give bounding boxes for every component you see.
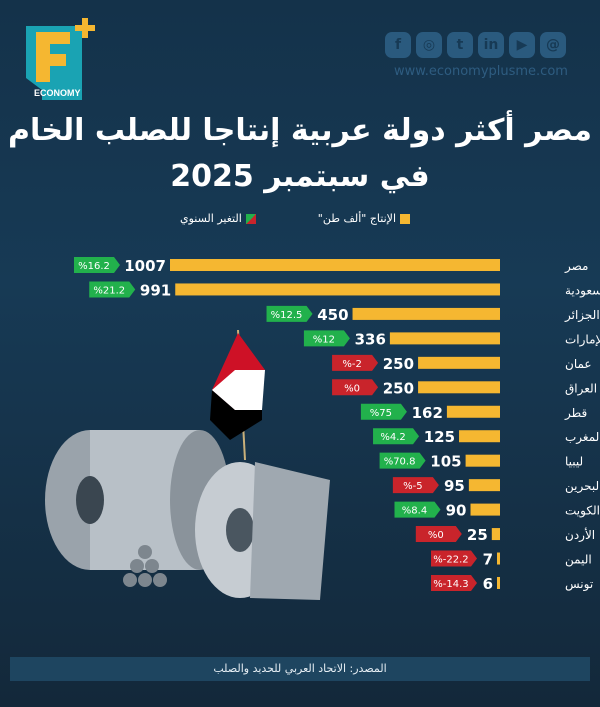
legend: الإنتاج "ألف طن" التغير السنوي — [180, 212, 410, 225]
change-label: %21.2 — [93, 285, 125, 296]
value-label: 450 — [317, 306, 348, 324]
instagram-icon[interactable]: ◎ — [416, 32, 442, 58]
bar — [491, 528, 500, 541]
value-label: 250 — [383, 355, 414, 373]
category-label: تونس — [565, 577, 593, 592]
value-label: 105 — [430, 453, 461, 471]
legend-swatch-production — [400, 213, 410, 224]
title-line-1: مصر أكثر دولة عربية إنتاجا للصلب الخام — [8, 113, 592, 148]
category-label: عمان — [565, 357, 592, 371]
legend-production: الإنتاج "ألف طن" — [318, 212, 410, 225]
change-badge — [394, 501, 441, 518]
bar — [389, 332, 500, 345]
category-label: الكويت — [565, 504, 600, 519]
threads-icon[interactable]: @ — [540, 32, 566, 58]
change-label: %16.2 — [78, 261, 110, 272]
bar — [470, 503, 500, 516]
source-note: المصدر: الاتحاد العربي للحديد والصلب — [10, 657, 590, 681]
change-badge — [431, 550, 477, 567]
value-label: 7 — [483, 551, 493, 569]
bar — [497, 576, 500, 589]
bar — [352, 307, 500, 320]
category-label: المغرب — [565, 430, 600, 445]
change-label: %12 — [313, 334, 335, 345]
change-badge — [373, 428, 420, 445]
change-label: %8.4 — [402, 506, 427, 517]
bar — [175, 283, 501, 296]
category-label: ليبيا — [565, 455, 583, 469]
change-badge — [303, 330, 350, 347]
change-label: %0 — [344, 383, 360, 394]
chart-title: مصر أكثر دولة عربية إنتاجا للصلب الخام ف… — [0, 108, 600, 200]
change-label: %-5 — [403, 481, 422, 492]
bar — [418, 356, 500, 369]
website-url: www.economyplusme.com — [394, 64, 568, 79]
value-label: 90 — [446, 502, 467, 520]
change-badge — [332, 354, 379, 371]
category-label: اليمن — [565, 553, 592, 568]
change-label: %0 — [428, 530, 444, 541]
bar — [418, 381, 500, 394]
bar — [468, 479, 500, 492]
title-line-2: في سبتمبر 2025 — [170, 159, 430, 194]
category-label: العراق — [565, 381, 597, 396]
change-badge — [332, 379, 379, 396]
value-label: 95 — [444, 477, 465, 495]
change-label: %-2 — [342, 359, 361, 370]
change-badge — [360, 403, 407, 420]
bar — [497, 552, 500, 565]
change-badge — [415, 526, 462, 543]
facebook-icon[interactable]: f — [385, 32, 411, 58]
value-label: 25 — [467, 526, 488, 544]
twitter-icon[interactable]: t — [447, 32, 473, 58]
bar — [465, 454, 500, 467]
bar — [446, 405, 500, 418]
category-label: السعودية — [565, 283, 600, 298]
change-label: %-22.2 — [433, 555, 468, 566]
value-label: 125 — [424, 428, 455, 446]
value-label: 250 — [383, 379, 414, 397]
change-badge — [431, 574, 477, 591]
value-label: 991 — [140, 281, 171, 299]
legend-change: التغير السنوي — [180, 212, 256, 225]
category-label: الجزائر — [564, 308, 600, 323]
value-label: 336 — [355, 330, 386, 348]
change-label: %4.2 — [380, 432, 405, 443]
value-label: 6 — [483, 575, 493, 593]
category-label: الإمارات — [565, 332, 600, 347]
change-label: %75 — [370, 408, 392, 419]
linkedin-icon[interactable]: in — [478, 32, 504, 58]
steel-illustration — [45, 329, 330, 600]
change-badge — [74, 257, 120, 273]
category-label: الأردن — [565, 527, 595, 543]
logo-text: ECONOMY — [34, 88, 81, 98]
youtube-icon[interactable]: ▶ — [509, 32, 535, 58]
bar — [459, 430, 500, 443]
change-badge — [89, 281, 136, 298]
economy-plus-logo: ECONOMY — [26, 18, 95, 100]
change-label: %12.5 — [271, 310, 303, 321]
value-label: 162 — [412, 404, 443, 422]
change-badge — [379, 452, 426, 469]
legend-label-production: الإنتاج "ألف طن" — [317, 212, 396, 225]
change-badge — [266, 305, 313, 322]
bar — [170, 259, 500, 271]
change-label: %-14.3 — [433, 579, 468, 590]
value-label: 1007 — [124, 257, 166, 275]
category-label: مصر — [564, 259, 588, 274]
category-label: قطر — [564, 406, 587, 421]
change-badge — [392, 477, 439, 494]
social-icons: f ◎ t in ▶ @ — [385, 32, 566, 58]
legend-label-change: التغير السنوي — [180, 212, 242, 225]
legend-swatch-change — [245, 213, 256, 224]
change-label: %70.8 — [384, 457, 416, 468]
category-label: البحرين — [565, 479, 600, 494]
